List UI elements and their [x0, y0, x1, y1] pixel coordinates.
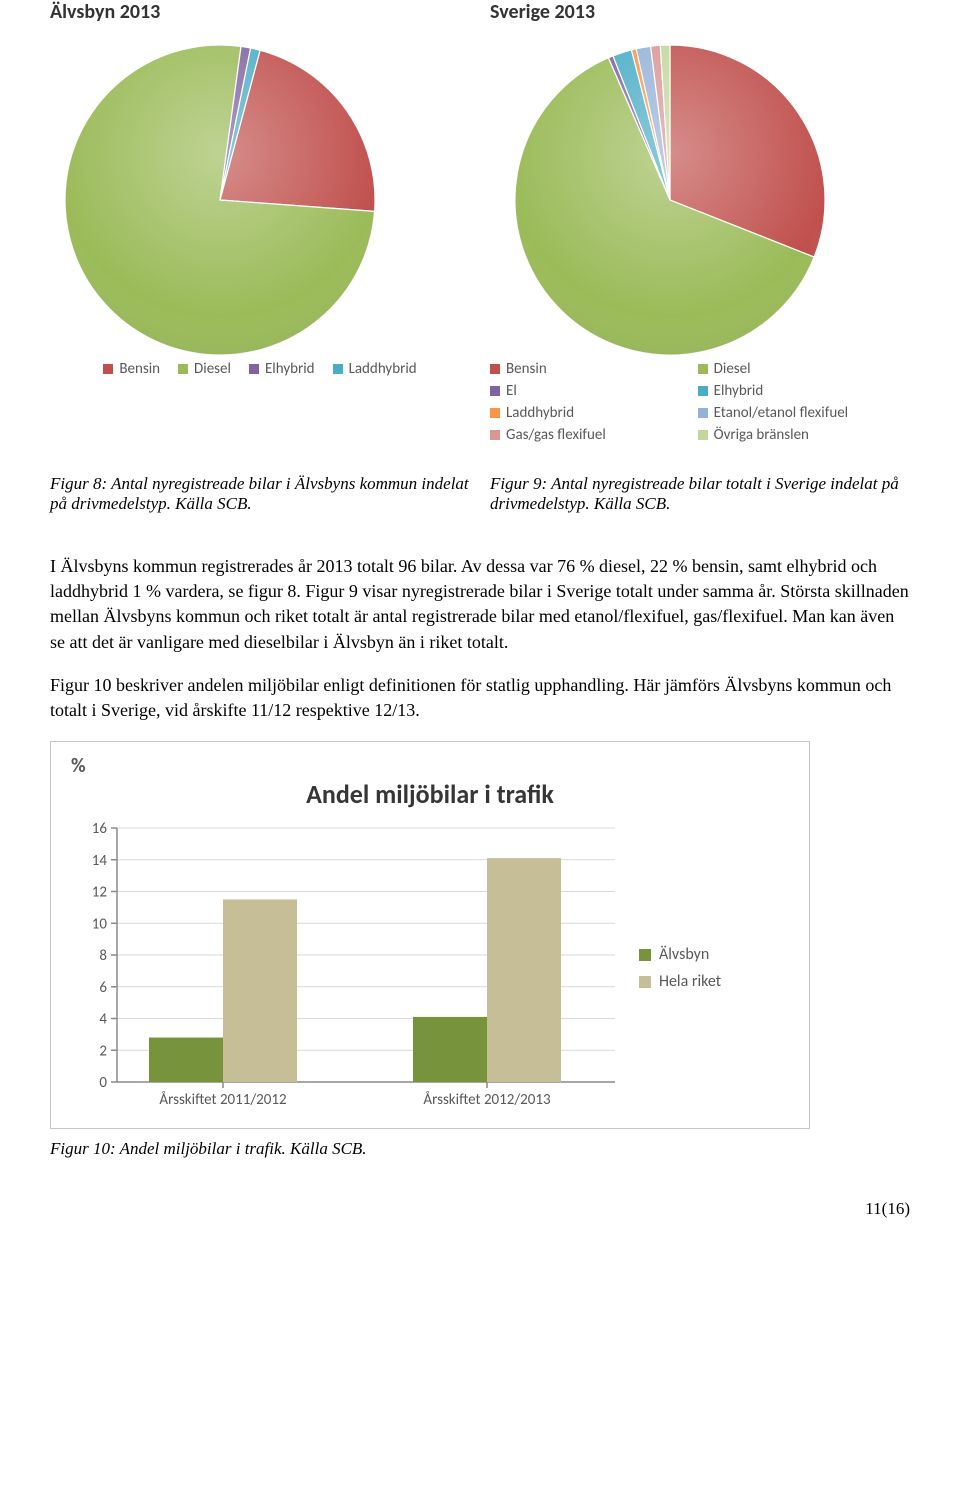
- legend-label: Gas/gas flexifuel: [506, 426, 606, 444]
- legend-label: Bensin: [119, 360, 160, 378]
- legend-swatch-icon: [490, 408, 500, 418]
- pie-right-block: Sverige 2013 Bensin Diesel El Elhybrid Laddh…: [490, 0, 910, 444]
- legend-label: Elhybrid: [265, 360, 315, 378]
- legend-swatch-icon: [490, 364, 500, 374]
- svg-text:16: 16: [92, 820, 108, 838]
- bar-chart-title: Andel miljöbilar i trafik: [65, 778, 795, 810]
- legend-item: Laddhybrid: [333, 360, 417, 378]
- legend-item: Övriga bränslen: [698, 426, 910, 444]
- legend-item: Bensin: [103, 360, 160, 378]
- legend-label: Laddhybrid: [349, 360, 417, 378]
- legend-label: Diesel: [714, 360, 751, 378]
- pie-left-wrap: [50, 30, 430, 350]
- legend-label: Laddhybrid: [506, 404, 574, 422]
- svg-text:6: 6: [99, 979, 107, 997]
- svg-text:8: 8: [99, 947, 107, 965]
- legend-swatch-icon: [698, 430, 708, 440]
- legend-label: Älvsbyn: [659, 945, 709, 964]
- bar-chart-box: % Andel miljöbilar i trafik 0 2 4 6 8 10 12 14 1…: [50, 741, 810, 1129]
- legend-item: Laddhybrid: [490, 404, 668, 422]
- legend-label: Diesel: [194, 360, 231, 378]
- legend-item: Bensin: [490, 360, 668, 378]
- pie-right-legend: Bensin Diesel El Elhybrid Laddhybrid Etanol/e…: [490, 360, 910, 444]
- bar-y-unit: %: [71, 754, 795, 778]
- pie-left-block: Älvsbyn 2013 Bensin Diesel Elhybrid Laddhyb…: [50, 0, 470, 444]
- legend-label: Elhybrid: [714, 382, 764, 400]
- legend-swatch-icon: [333, 364, 343, 374]
- legend-item: Älvsbyn: [639, 945, 721, 964]
- pie-left-title: Älvsbyn 2013: [50, 0, 470, 24]
- legend-swatch-icon: [639, 949, 651, 961]
- svg-text:Årsskiftet 2012/2013: Årsskiftet 2012/2013: [423, 1091, 551, 1109]
- caption-right: Figur 9: Antal nyregistreade bilar total…: [490, 474, 910, 514]
- paragraph-1: I Älvsbyns kommun registrerades år 2013 …: [50, 554, 910, 655]
- legend-swatch-icon: [490, 430, 500, 440]
- pie-right-title: Sverige 2013: [490, 0, 910, 24]
- pie-right-chart: [490, 30, 890, 360]
- legend-item: Etanol/etanol flexifuel: [698, 404, 910, 422]
- legend-label: El: [506, 382, 517, 400]
- legend-swatch-icon: [698, 408, 708, 418]
- body-text: I Älvsbyns kommun registrerades år 2013 …: [50, 554, 910, 723]
- paragraph-2: Figur 10 beskriver andelen miljöbilar en…: [50, 673, 910, 723]
- legend-item: Diesel: [178, 360, 231, 378]
- page-number: 11(16): [50, 1199, 910, 1219]
- svg-text:4: 4: [99, 1011, 107, 1029]
- legend-item: Elhybrid: [249, 360, 315, 378]
- legend-swatch-icon: [249, 364, 259, 374]
- legend-item: Elhybrid: [698, 382, 910, 400]
- bar-legend: Älvsbyn Hela riket: [639, 945, 721, 991]
- bar-caption: Figur 10: Andel miljöbilar i trafik. Käl…: [50, 1139, 910, 1159]
- svg-text:Årsskiftet 2011/2012: Årsskiftet 2011/2012: [159, 1091, 286, 1109]
- pie-captions-row: Figur 8: Antal nyregistreade bilar i Älv…: [50, 474, 910, 514]
- pie-right-wrap: [490, 30, 870, 350]
- legend-label: Bensin: [506, 360, 547, 378]
- pie-row: Älvsbyn 2013 Bensin Diesel Elhybrid Laddhyb…: [50, 0, 910, 444]
- legend-swatch-icon: [639, 976, 651, 988]
- legend-swatch-icon: [103, 364, 113, 374]
- legend-item: Hela riket: [639, 972, 721, 991]
- legend-swatch-icon: [490, 386, 500, 396]
- legend-item: El: [490, 382, 668, 400]
- bar-chart: 0 2 4 6 8 10 12 14 16 Årsskiftet 2011/2012 Årsskif…: [65, 818, 625, 1118]
- pie-left-chart: [50, 30, 430, 360]
- legend-swatch-icon: [698, 364, 708, 374]
- legend-swatch-icon: [698, 386, 708, 396]
- legend-label: Övriga bränslen: [714, 426, 809, 444]
- caption-left: Figur 8: Antal nyregistreade bilar i Älv…: [50, 474, 470, 514]
- legend-item: Gas/gas flexifuel: [490, 426, 668, 444]
- legend-swatch-icon: [178, 364, 188, 374]
- legend-label: Hela riket: [659, 972, 721, 991]
- pie-left-legend: Bensin Diesel Elhybrid Laddhybrid: [50, 360, 470, 378]
- legend-item: Diesel: [698, 360, 910, 378]
- svg-text:14: 14: [92, 852, 108, 870]
- svg-text:2: 2: [99, 1042, 107, 1060]
- legend-label: Etanol/etanol flexifuel: [714, 404, 848, 422]
- svg-text:12: 12: [92, 884, 107, 902]
- svg-text:0: 0: [99, 1074, 107, 1092]
- svg-text:10: 10: [92, 915, 108, 933]
